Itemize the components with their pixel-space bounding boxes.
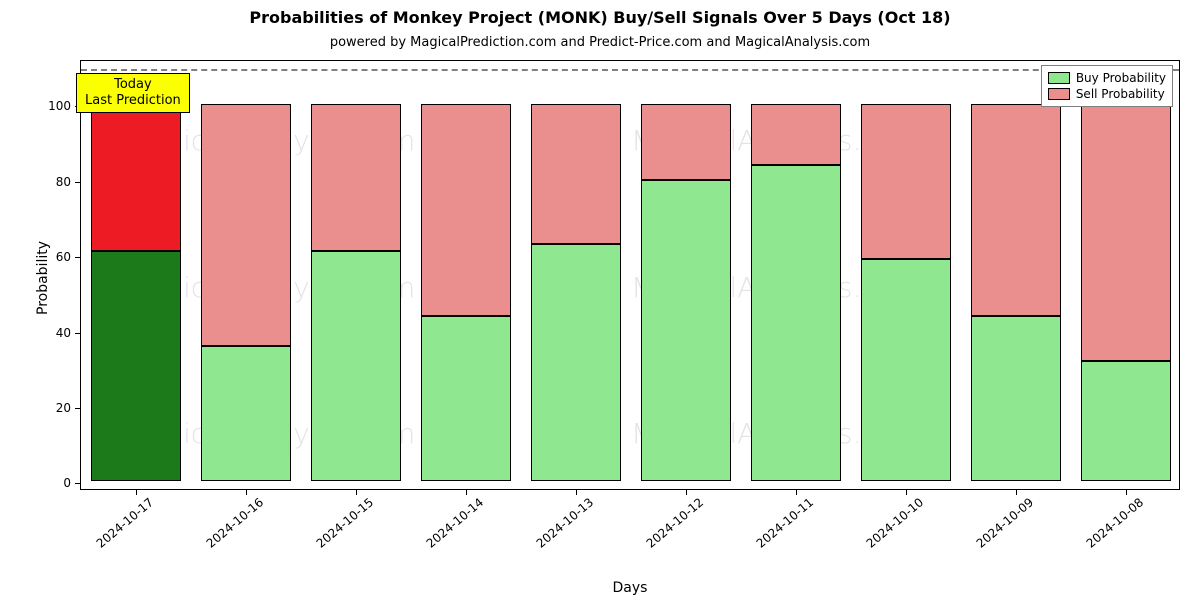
bar-group: [91, 104, 181, 481]
bar-sell: [641, 104, 731, 179]
bar-sell: [861, 104, 951, 259]
bar-sell: [91, 104, 181, 251]
bar-group: [751, 104, 841, 481]
legend: Buy Probability Sell Probability: [1041, 65, 1173, 107]
legend-item: Buy Probability: [1048, 70, 1166, 86]
bar-buy: [1081, 361, 1171, 482]
today-annotation-line2: Last Prediction: [85, 93, 181, 108]
chart-title: Probabilities of Monkey Project (MONK) B…: [0, 8, 1200, 27]
plot-area: MagicalAnalysis.comMagicalAnalysis.comMa…: [80, 60, 1180, 490]
bar-group: [201, 104, 291, 481]
x-tick-label: 2024-10-17: [89, 489, 157, 551]
x-tick-label: 2024-10-09: [969, 489, 1037, 551]
bar-buy: [531, 244, 621, 482]
bar-group: [531, 104, 621, 481]
x-tick-label: 2024-10-13: [529, 489, 597, 551]
y-axis-label: Probability: [35, 241, 51, 315]
legend-swatch: [1048, 72, 1070, 84]
bar-buy: [201, 346, 291, 482]
x-tick-label: 2024-10-12: [639, 489, 707, 551]
legend-label: Sell Probability: [1076, 87, 1165, 101]
bar-sell: [751, 104, 841, 164]
bar-buy: [971, 316, 1061, 482]
y-tick-label: 40: [56, 326, 81, 340]
y-tick-label: 20: [56, 401, 81, 415]
x-tick-label: 2024-10-08: [1079, 489, 1147, 551]
bar-group: [311, 104, 401, 481]
y-tick-label: 80: [56, 175, 81, 189]
bar-sell: [1081, 104, 1171, 360]
bar-buy: [641, 180, 731, 482]
legend-label: Buy Probability: [1076, 71, 1166, 85]
x-axis-label: Days: [80, 580, 1180, 596]
x-tick-label: 2024-10-11: [749, 489, 817, 551]
bar-group: [861, 104, 951, 481]
today-annotation: TodayLast Prediction: [76, 73, 190, 114]
y-tick-label: 60: [56, 250, 81, 264]
bar-group: [971, 104, 1061, 481]
bar-sell: [971, 104, 1061, 315]
bar-buy: [421, 316, 511, 482]
reference-line: [81, 69, 1179, 71]
x-tick-label: 2024-10-15: [309, 489, 377, 551]
today-annotation-line1: Today: [114, 77, 152, 92]
x-tick-label: 2024-10-16: [199, 489, 267, 551]
bar-sell: [201, 104, 291, 345]
bar-group: [1081, 104, 1171, 481]
bar-group: [641, 104, 731, 481]
y-tick-label: 0: [63, 476, 81, 490]
legend-swatch: [1048, 88, 1070, 100]
x-tick-label: 2024-10-10: [859, 489, 927, 551]
bar-sell: [421, 104, 511, 315]
legend-item: Sell Probability: [1048, 86, 1166, 102]
bar-sell: [311, 104, 401, 251]
bar-group: [421, 104, 511, 481]
x-tick-label: 2024-10-14: [419, 489, 487, 551]
bar-buy: [91, 251, 181, 481]
bar-buy: [751, 165, 841, 482]
bar-sell: [531, 104, 621, 244]
bar-buy: [861, 259, 951, 482]
chart-subtitle: powered by MagicalPrediction.com and Pre…: [0, 35, 1200, 50]
bar-buy: [311, 251, 401, 481]
